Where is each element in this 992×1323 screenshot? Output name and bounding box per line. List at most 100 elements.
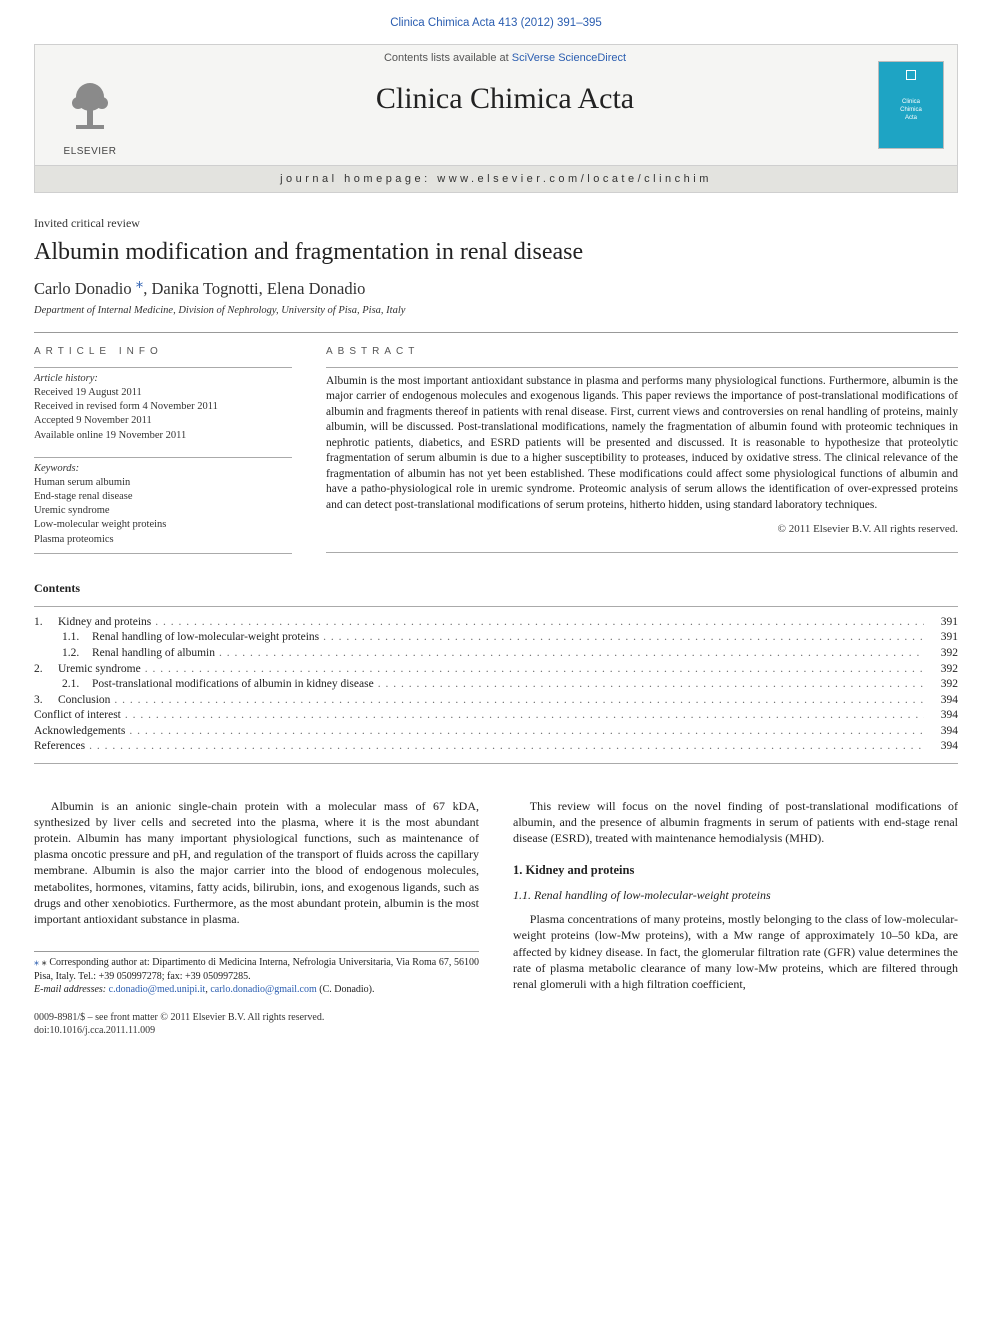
abstract-text: Albumin is the most important antioxidan… bbox=[326, 374, 958, 514]
journal-homepage-url: www.elsevier.com/locate/clinchim bbox=[437, 173, 712, 185]
toc-page: 392 bbox=[928, 677, 958, 693]
toc-row: 3.Conclusion 394 bbox=[34, 693, 958, 709]
toc-row: Conflict of interest 394 bbox=[34, 708, 958, 724]
toc-row: 1.1.Renal handling of low-molecular-weig… bbox=[34, 630, 958, 646]
keyword: Uremic syndrome bbox=[34, 504, 292, 518]
footnote-block: ⁎ ⁎ Corresponding author at: Dipartiment… bbox=[34, 951, 479, 997]
contents-available: Contents lists available at SciVerse Sci… bbox=[155, 51, 855, 66]
doi-line: doi:10.1016/j.cca.2011.11.009 bbox=[34, 1024, 324, 1038]
journal-cover-icon: Clinica Chimica Acta bbox=[878, 61, 944, 149]
affiliation: Department of Internal Medicine, Divisio… bbox=[34, 304, 958, 318]
email-label: E-mail addresses: bbox=[34, 984, 109, 995]
toc-leader bbox=[145, 662, 924, 678]
toc-number: 1. bbox=[34, 615, 58, 631]
toc-number: 3. bbox=[34, 693, 58, 709]
running-head-link[interactable]: Clinica Chimica Acta 413 (2012) 391–395 bbox=[390, 17, 602, 29]
abstract-copyright: © 2011 Elsevier B.V. All rights reserved… bbox=[326, 522, 958, 537]
abstract-column: abstract Albumin is the most important a… bbox=[326, 345, 958, 553]
history-revised: Received in revised form 4 November 2011 bbox=[34, 400, 292, 414]
toc-page: 394 bbox=[928, 739, 958, 755]
toc-row: Acknowledgements 394 bbox=[34, 724, 958, 740]
toc-page: 392 bbox=[928, 662, 958, 678]
toc-row: 2.1.Post-translational modifications of … bbox=[34, 677, 958, 693]
issn-line: 0009-8981/$ – see front matter © 2011 El… bbox=[34, 1011, 324, 1025]
toc-title: References bbox=[34, 739, 85, 755]
toc-page: 394 bbox=[928, 693, 958, 709]
toc-leader bbox=[219, 646, 924, 662]
toc-leader bbox=[129, 724, 924, 740]
column-right: This review will focus on the novel find… bbox=[513, 798, 958, 997]
author-2: Danika Tognotti bbox=[151, 279, 258, 298]
toc-leader bbox=[114, 693, 924, 709]
corresponding-note: ⁎ Corresponding author at: Dipartimento … bbox=[34, 957, 479, 982]
article-info-column: article info Article history: Received 1… bbox=[34, 345, 292, 553]
toc-number: 1.2. bbox=[62, 646, 92, 662]
toc-leader bbox=[378, 677, 924, 693]
author-3: Elena Donadio bbox=[267, 279, 366, 298]
corresponding-marker-icon: ⁎ bbox=[136, 275, 144, 291]
toc-row: 1.2.Renal handling of albumin 392 bbox=[34, 646, 958, 662]
email-link-1[interactable]: c.donadio@med.unipi.it bbox=[109, 984, 206, 995]
keyword: Plasma proteomics bbox=[34, 533, 292, 547]
toc-row: 2.Uremic syndrome 392 bbox=[34, 662, 958, 678]
footer-row: 0009-8981/$ – see front matter © 2011 El… bbox=[34, 1011, 958, 1038]
toc-row: 1.Kidney and proteins391 bbox=[34, 615, 958, 631]
publisher-name: ELSEVIER bbox=[64, 145, 117, 159]
toc-leader bbox=[323, 630, 924, 646]
toc-leader bbox=[125, 708, 924, 724]
column-left: Albumin is an anionic single-chain prote… bbox=[34, 798, 479, 997]
toc-title: Acknowledgements bbox=[34, 724, 125, 740]
elsevier-tree-icon bbox=[56, 73, 124, 141]
toc-title: Renal handling of low-molecular-weight p… bbox=[92, 630, 319, 646]
keyword: Human serum albumin bbox=[34, 476, 292, 490]
corresponding-star-icon: ⁎ bbox=[34, 957, 39, 968]
article-type: Invited critical review bbox=[34, 215, 958, 231]
body-paragraph: Albumin is an anionic single-chain prote… bbox=[34, 798, 479, 928]
journal-homepage-bar: journal homepage: www.elsevier.com/locat… bbox=[35, 165, 957, 193]
abstract-heading: abstract bbox=[326, 345, 958, 359]
history-online: Available online 19 November 2011 bbox=[34, 429, 292, 443]
body-paragraph: Plasma concentrations of many proteins, … bbox=[513, 911, 958, 992]
toc-number: 1.1. bbox=[62, 630, 92, 646]
toc-page: 391 bbox=[928, 630, 958, 646]
toc-title: Renal handling of albumin bbox=[92, 646, 215, 662]
section-heading: 1. Kidney and proteins bbox=[513, 862, 958, 879]
toc-page: 394 bbox=[928, 708, 958, 724]
history-received: Received 19 August 2011 bbox=[34, 386, 292, 400]
toc-title: Conflict of interest bbox=[34, 708, 121, 724]
journal-title: Clinica Chimica Acta bbox=[155, 79, 855, 120]
contents-heading: Contents bbox=[34, 580, 958, 596]
history-accepted: Accepted 9 November 2011 bbox=[34, 414, 292, 428]
history-label: Article history: bbox=[34, 372, 292, 386]
divider bbox=[34, 332, 958, 333]
subsection-heading: 1.1. Renal handling of low-molecular-wei… bbox=[513, 887, 958, 903]
author-1: Carlo Donadio bbox=[34, 279, 132, 298]
toc-row: References 394 bbox=[34, 739, 958, 755]
toc-number: 2.1. bbox=[62, 677, 92, 693]
keywords-label: Keywords: bbox=[34, 462, 292, 476]
body-columns: Albumin is an anionic single-chain prote… bbox=[34, 798, 958, 997]
running-head: Clinica Chimica Acta 413 (2012) 391–395 bbox=[0, 0, 992, 44]
toc-page: 392 bbox=[928, 646, 958, 662]
toc-title: Uremic syndrome bbox=[58, 662, 141, 678]
journal-cover-box: Clinica Chimica Acta bbox=[865, 45, 957, 165]
article-info-heading: article info bbox=[34, 345, 292, 359]
table-of-contents: 1.Kidney and proteins3911.1.Renal handli… bbox=[34, 606, 958, 764]
keyword: Low-molecular weight proteins bbox=[34, 518, 292, 532]
publisher-logo-box: ELSEVIER bbox=[35, 45, 145, 165]
authors: Carlo Donadio ⁎, Danika Tognotti, Elena … bbox=[34, 278, 958, 300]
body-paragraph: This review will focus on the novel find… bbox=[513, 798, 958, 847]
toc-leader bbox=[155, 615, 924, 631]
toc-page: 394 bbox=[928, 724, 958, 740]
keyword: End-stage renal disease bbox=[34, 490, 292, 504]
email-link-2[interactable]: carlo.donadio@gmail.com bbox=[210, 984, 316, 995]
toc-number: 2. bbox=[34, 662, 58, 678]
scidirect-link[interactable]: SciVerse ScienceDirect bbox=[512, 52, 626, 64]
toc-title: Kidney and proteins bbox=[58, 615, 151, 631]
toc-leader bbox=[89, 739, 924, 755]
email-attribution: (C. Donadio). bbox=[317, 984, 375, 995]
masthead: ELSEVIER Contents lists available at Sci… bbox=[34, 44, 958, 194]
article-title: Albumin modification and fragmentation i… bbox=[34, 236, 958, 268]
toc-title: Post-translational modifications of albu… bbox=[92, 677, 374, 693]
toc-title: Conclusion bbox=[58, 693, 110, 709]
